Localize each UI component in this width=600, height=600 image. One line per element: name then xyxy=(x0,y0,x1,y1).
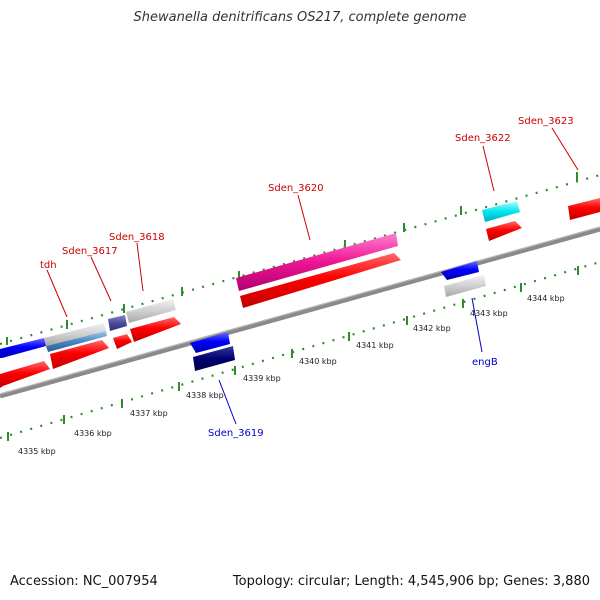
gene-feature-navy-3619[interactable] xyxy=(193,346,235,371)
gene-feature-red-1[interactable] xyxy=(0,361,50,388)
scale-label: 4337 kbp xyxy=(130,409,168,418)
scale-label: 4344 kbp xyxy=(527,294,565,303)
gene-feature-gray-upper[interactable] xyxy=(44,323,106,346)
gene-label: Sden_3619 xyxy=(208,428,264,439)
leader-engB xyxy=(471,297,483,353)
scale-label: 4342 kbp xyxy=(413,324,451,333)
topology-label: Topology: circular; Length: 4,545,906 bp… xyxy=(232,574,590,589)
gene-label: Sden_3620 xyxy=(268,183,324,194)
map-title: Shewanella denitrificans OS217, complete… xyxy=(133,10,467,25)
scale-label: 4339 kbp xyxy=(243,374,281,383)
gene-feature-blue-upper[interactable] xyxy=(0,338,46,358)
label-leaders xyxy=(46,127,579,425)
gene-label: Sden_3622 xyxy=(455,133,511,144)
gene-feature-purple[interactable] xyxy=(108,315,127,331)
leader-sden-3622 xyxy=(482,145,495,192)
leader-sden-3620 xyxy=(297,194,311,241)
scale-label: 4336 kbp xyxy=(74,429,112,438)
major-ticks xyxy=(6,172,579,441)
leader-sden-3618 xyxy=(136,242,144,292)
gene-label: engB xyxy=(472,357,498,368)
gene-feature-pink-3620[interactable] xyxy=(236,233,398,291)
gene-label: Sden_3617 xyxy=(62,246,118,257)
gene-feature-steel-upper[interactable] xyxy=(46,331,107,352)
leader-sden-3619 xyxy=(218,379,237,425)
gene-feature-red-3[interactable] xyxy=(113,334,132,349)
gene-feature-cyan-3622[interactable] xyxy=(482,201,520,222)
scale-label: 4335 kbp xyxy=(18,447,56,456)
gene-feature-red-4[interactable] xyxy=(130,317,181,342)
scale-label: 4338 kbp xyxy=(186,391,224,400)
gene-label: Sden_3618 xyxy=(109,232,165,243)
leader-sden-3623 xyxy=(551,127,579,171)
gene-feature-blue-3619[interactable] xyxy=(190,332,230,353)
scale-label: 4340 kbp xyxy=(299,357,337,366)
gene-feature-gray-3618[interactable] xyxy=(126,299,176,323)
gene-feature-red-3620[interactable] xyxy=(240,253,401,308)
scale-label: 4343 kbp xyxy=(470,309,508,318)
leader-tdh xyxy=(46,269,68,318)
leader-sden-3617 xyxy=(90,256,112,302)
gene-label: Sden_3623 xyxy=(518,116,574,127)
genome-backbone xyxy=(0,226,600,399)
upper-tick-track xyxy=(0,173,600,346)
gene-feature-red-3622[interactable] xyxy=(486,221,522,241)
scale-label: 4341 kbp xyxy=(356,341,394,350)
gene-feature-red-2[interactable] xyxy=(50,340,109,369)
genome-backbone-highlight xyxy=(0,226,600,395)
gene-label: tdh xyxy=(40,260,57,271)
gene-feature-red-3623[interactable] xyxy=(568,198,600,220)
gene-feature-gray-engB[interactable] xyxy=(444,275,486,297)
accession-label: Accession: NC_007954 xyxy=(10,574,158,589)
gene-feature-blue-engB[interactable] xyxy=(441,261,479,280)
